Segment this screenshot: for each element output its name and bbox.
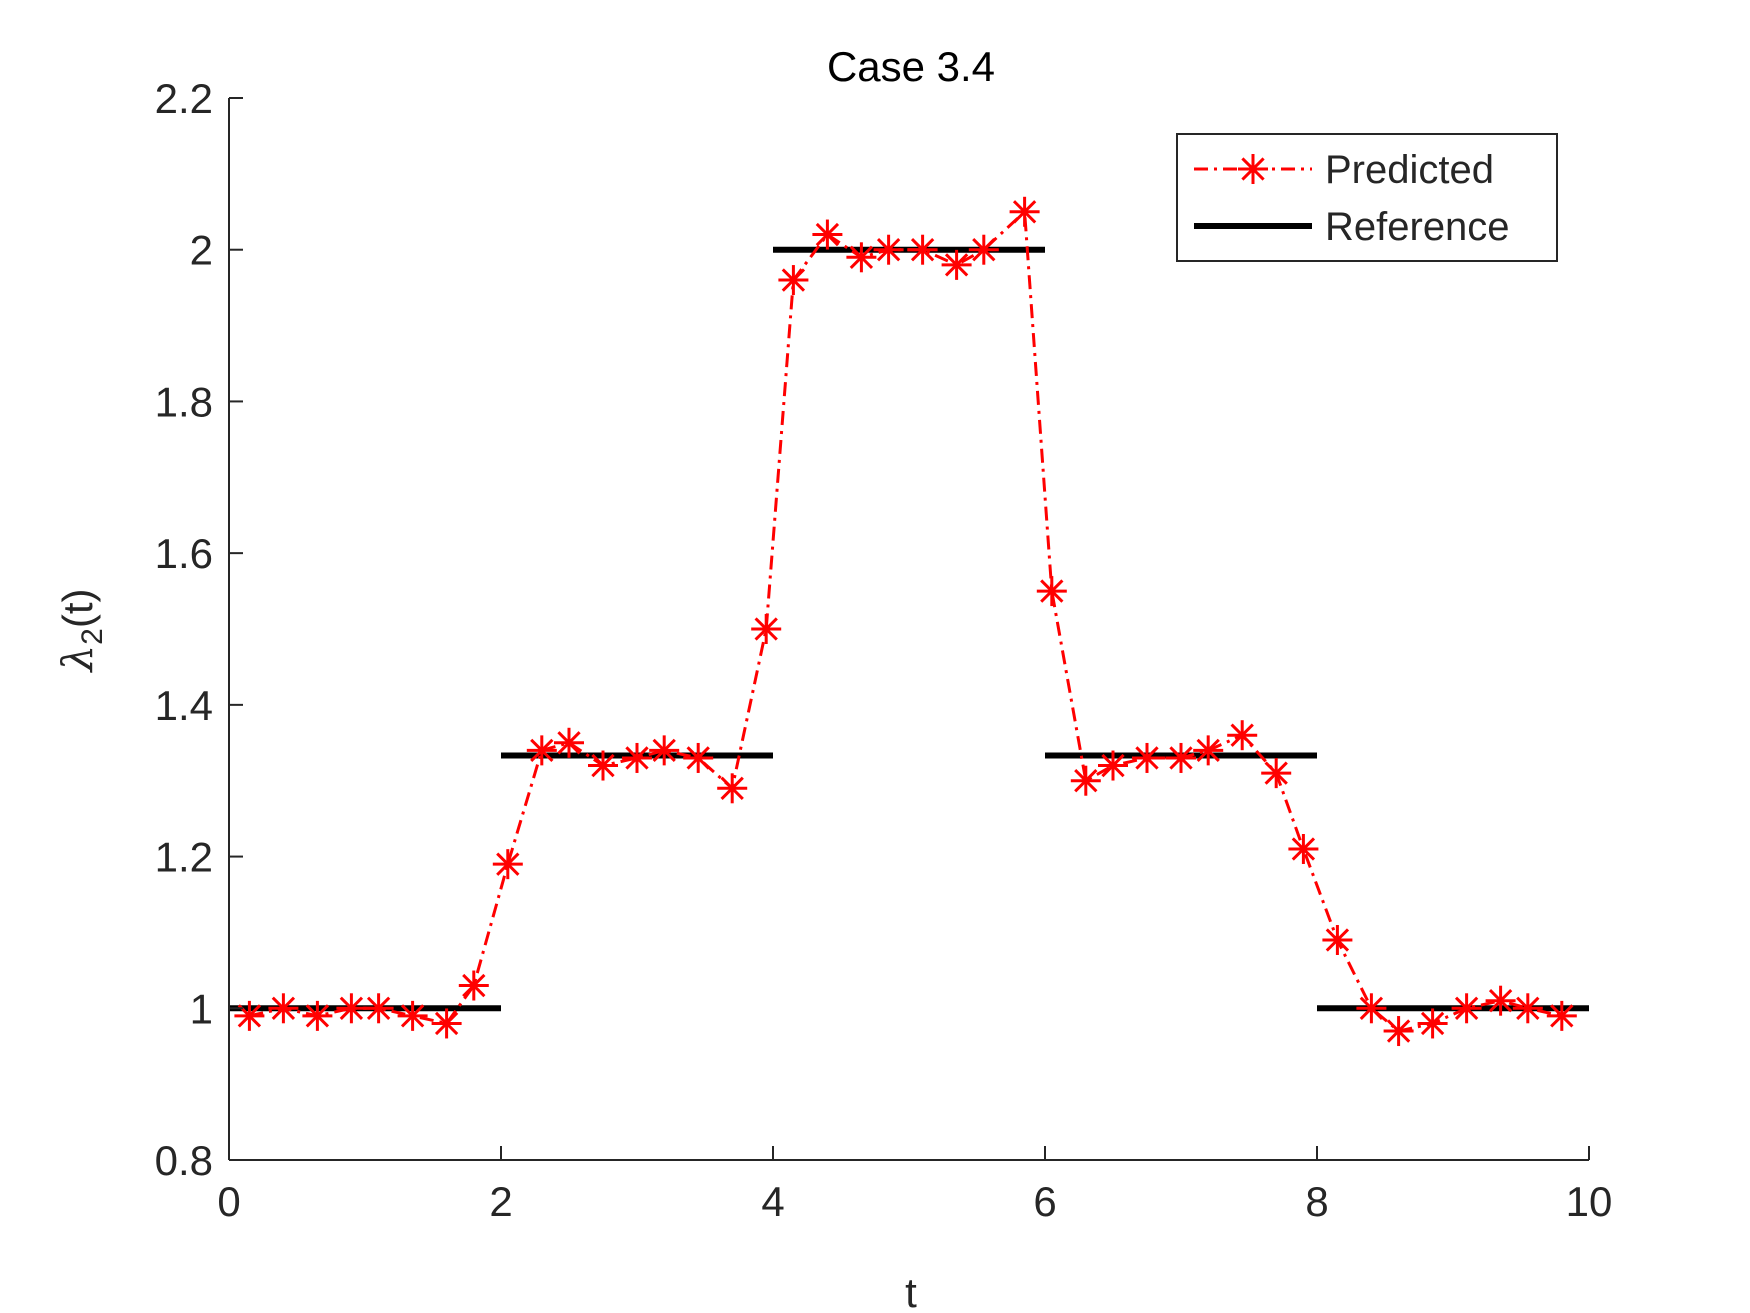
predicted-point (1322, 925, 1353, 956)
plot-area (229, 98, 1589, 1160)
y-axis-label-suffix: (t) (54, 589, 101, 629)
predicted-point (1417, 1008, 1448, 1039)
chart-title: Case 3.4 (827, 43, 995, 90)
legend-predicted-label: Predicted (1325, 148, 1494, 192)
legend-entry-predicted: Predicted (1194, 148, 1494, 192)
y-tick-label: 1.4 (155, 682, 213, 729)
predicted-point (1451, 993, 1482, 1024)
y-tick-label: 2.2 (155, 75, 213, 122)
predicted-point (812, 219, 843, 250)
x-tick-label: 10 (1566, 1178, 1613, 1225)
predicted-point (941, 249, 972, 280)
predicted-point (1070, 765, 1101, 796)
x-axis-ticks: 0 2 4 6 8 10 (217, 1146, 1612, 1225)
predicted-point (1036, 576, 1067, 607)
legend-box (1176, 133, 1558, 262)
predicted-point (492, 849, 523, 880)
legend-entry-reference: Reference (1194, 205, 1510, 249)
x-tick-label: 4 (761, 1178, 784, 1225)
axes (228, 98, 1589, 1161)
y-axis-label-subscript: 2 (76, 628, 109, 645)
y-tick-label: 1 (190, 985, 213, 1032)
predicted-point (649, 735, 680, 766)
predicted-point (717, 773, 748, 804)
plot-background (229, 98, 1589, 1160)
y-tick-label: 2 (190, 227, 213, 274)
x-tick-label: 0 (217, 1178, 240, 1225)
predicted-point (431, 1008, 462, 1039)
y-axis-label: λ2(t) (53, 589, 109, 674)
predicted-point (1261, 758, 1292, 789)
predicted-point (1383, 1016, 1414, 1047)
predicted-point (397, 1000, 428, 1031)
predicted-point (363, 993, 394, 1024)
predicted-point (234, 1000, 265, 1031)
legend: Predicted Reference (1176, 133, 1558, 262)
predicted-point (907, 234, 938, 265)
predicted-point (1485, 985, 1516, 1016)
predicted-point (683, 742, 714, 773)
predicted-point (1288, 833, 1319, 864)
predicted-point (458, 970, 489, 1001)
predicted-point (1546, 1000, 1577, 1031)
predicted-point (588, 750, 618, 781)
predicted-point (1356, 993, 1387, 1024)
legend-asterisk (1238, 154, 1268, 184)
y-tick-label: 1.8 (155, 378, 213, 425)
predicted-point (336, 993, 367, 1024)
predicted-point (1132, 742, 1162, 773)
y-tick-label: 1.2 (155, 834, 213, 881)
legend-predicted-marker (1238, 154, 1268, 184)
y-axis-ticks: 0.8 1 1.2 1.4 1.6 1.8 2 2.2 (155, 75, 243, 1184)
predicted-point (778, 265, 809, 296)
predicted-point (1193, 735, 1224, 766)
predicted-point (968, 234, 999, 265)
predicted-point (302, 1000, 333, 1031)
predicted-point (1009, 196, 1040, 227)
predicted-point (1098, 750, 1128, 781)
predicted-point (526, 735, 557, 766)
x-tick-label: 8 (1305, 1178, 1328, 1225)
y-tick-label: 0.8 (155, 1137, 213, 1184)
y-axis-label-base: λ (53, 645, 102, 674)
predicted-point (1227, 720, 1258, 751)
x-tick-label: 6 (1033, 1178, 1056, 1225)
predicted-series (234, 196, 1577, 1047)
legend-reference-label: Reference (1325, 205, 1510, 249)
y-tick-label: 1.6 (155, 530, 213, 577)
predicted-point (1166, 742, 1196, 773)
x-axis-label: t (905, 1269, 917, 1313)
predicted-point (554, 727, 584, 758)
predicted-point (873, 234, 904, 265)
predicted-point (268, 993, 299, 1024)
x-tick-label: 2 (489, 1178, 512, 1225)
predicted-point (846, 242, 877, 273)
predicted-point (751, 614, 782, 644)
predicted-point (1512, 993, 1543, 1024)
predicted-point (622, 742, 652, 773)
